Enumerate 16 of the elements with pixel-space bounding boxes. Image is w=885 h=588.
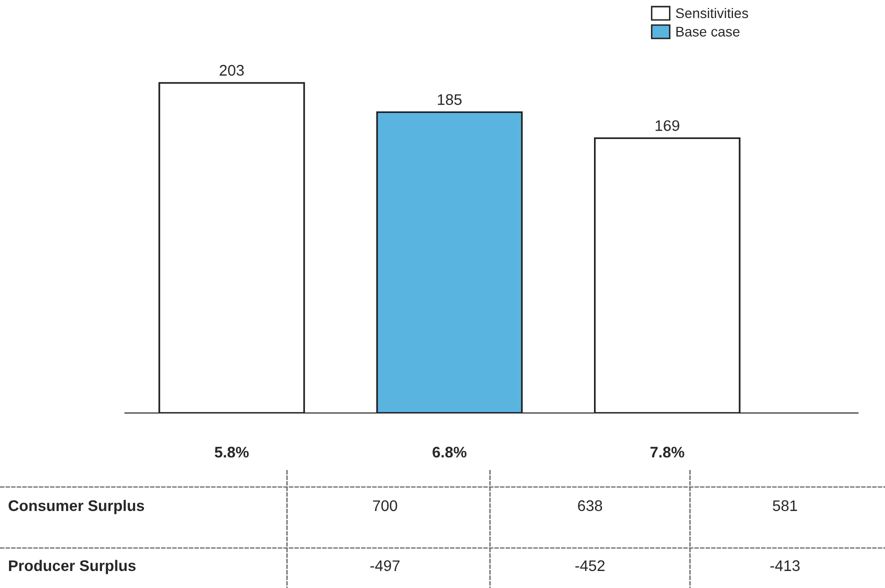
data-label: 169: [656, 120, 680, 132]
text: 700: [373, 500, 398, 512]
x-tick-label: 6.8%: [432, 446, 466, 458]
text: Consumer Surplus: [8, 500, 144, 514]
text: 638: [578, 500, 602, 512]
legend-label: Sensitivities: [676, 8, 748, 18]
text: -452: [575, 560, 605, 572]
data-label: 185: [438, 94, 462, 105]
legend-label: Base case: [676, 26, 740, 37]
text: -497: [370, 560, 400, 572]
text: Producer Surplus: [9, 560, 136, 574]
x-tick-label: 5.8%: [214, 446, 249, 458]
text: -413: [770, 560, 800, 572]
text: 581: [772, 500, 797, 512]
x-tick-label: 7.8%: [650, 446, 684, 458]
data-label: 203: [220, 64, 244, 76]
